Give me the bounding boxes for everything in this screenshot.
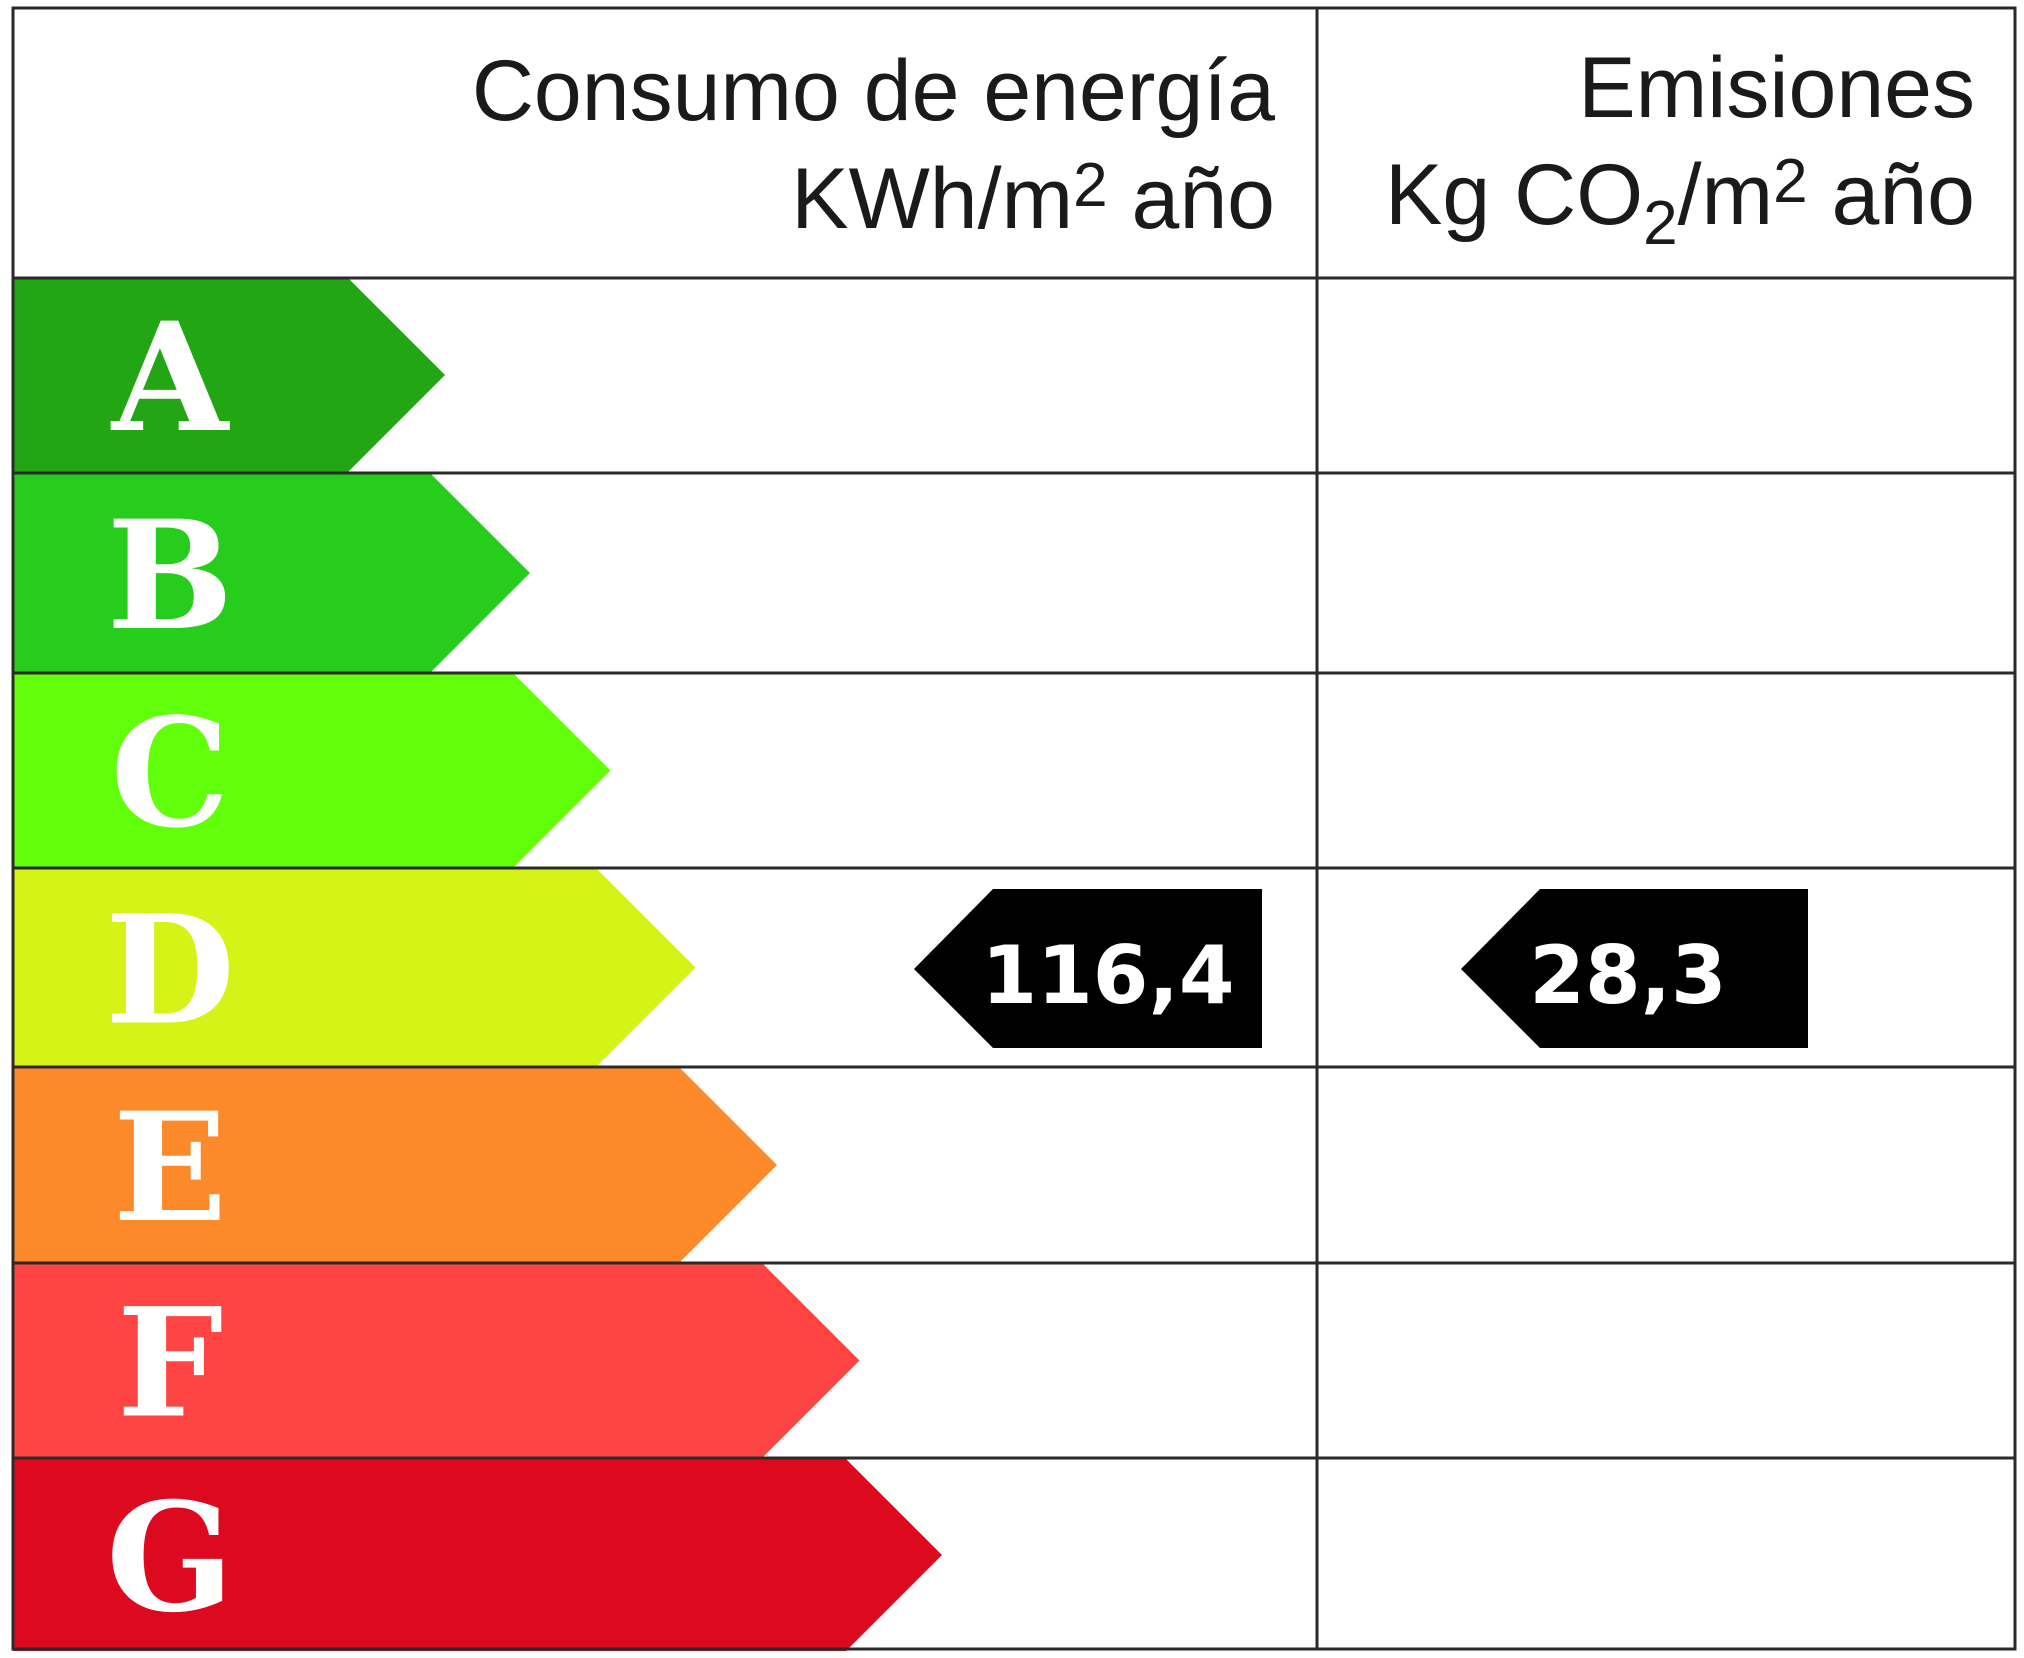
class-bar-arrow bbox=[13, 674, 611, 867]
emissions-marker-arrow bbox=[1461, 889, 1808, 1048]
class-letter: A bbox=[110, 290, 231, 466]
class-bar-arrow bbox=[13, 278, 445, 472]
class-letter: D bbox=[105, 883, 235, 1059]
energy-marker-arrow bbox=[914, 889, 1262, 1048]
class-bar-g: G bbox=[13, 1459, 942, 1651]
class-bar-d: D bbox=[13, 869, 696, 1066]
energy-title: Consumo de energía bbox=[472, 43, 1275, 139]
emissions-rating-marker: 28,3 bbox=[1461, 889, 1808, 1048]
table-grid bbox=[11, 6, 2017, 1651]
class-bar-arrow bbox=[13, 1264, 860, 1457]
class-bar-b: B bbox=[13, 474, 530, 672]
class-bar-arrow bbox=[13, 1068, 777, 1262]
class-letter: B bbox=[107, 488, 234, 664]
class-letter: C bbox=[110, 686, 229, 862]
emissions-title: Emisiones bbox=[1578, 40, 1975, 136]
class-bar-arrow bbox=[13, 869, 696, 1066]
class-letter: F bbox=[117, 1276, 224, 1452]
table-border bbox=[11, 6, 2017, 1651]
class-bar-e: E bbox=[13, 1068, 777, 1262]
class-bar-arrow bbox=[13, 1459, 942, 1651]
emissions-value: 28,3 bbox=[1529, 929, 1726, 1022]
emissions-unit: Kg CO2/m2 año bbox=[1385, 147, 1975, 258]
class-letter: E bbox=[113, 1080, 227, 1256]
energy-value: 116,4 bbox=[981, 929, 1234, 1022]
class-letter: G bbox=[106, 1470, 234, 1646]
energy-rating-marker: 116,4 bbox=[914, 889, 1262, 1048]
class-bar-a: A bbox=[13, 278, 445, 472]
class-bar-arrow bbox=[13, 474, 530, 672]
row-dividers bbox=[13, 276, 2015, 1460]
class-bar-f: F bbox=[13, 1264, 860, 1457]
energy-unit: KWh/m2 año bbox=[791, 151, 1275, 247]
class-bar-c: C bbox=[13, 674, 611, 867]
